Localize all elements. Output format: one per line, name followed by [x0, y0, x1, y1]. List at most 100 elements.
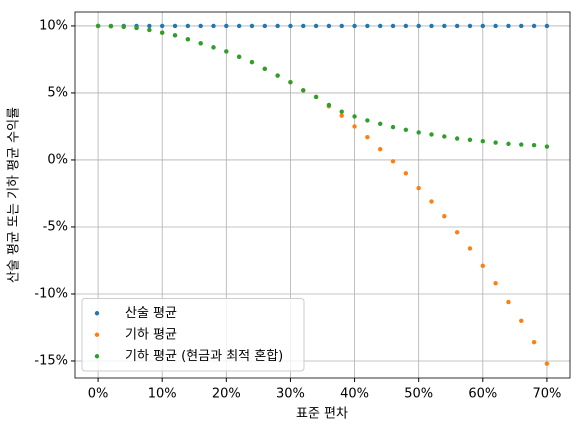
point	[403, 171, 409, 176]
x-tick-label: 30%	[276, 387, 305, 402]
point	[365, 23, 370, 29]
point	[429, 23, 434, 29]
y-tick-label: 10%	[39, 18, 68, 33]
point	[185, 23, 191, 29]
point	[403, 127, 409, 133]
point	[442, 214, 447, 219]
point	[288, 23, 293, 29]
point	[390, 124, 396, 130]
point	[429, 132, 434, 137]
point	[275, 23, 280, 29]
x-tick-label: 70%	[532, 387, 561, 402]
point	[416, 185, 421, 191]
point	[416, 23, 421, 29]
point	[352, 23, 357, 29]
point	[301, 88, 306, 93]
point	[249, 23, 255, 29]
point	[262, 66, 267, 72]
point	[454, 23, 460, 29]
point	[275, 73, 280, 78]
x-axis-label: 표준 편차	[296, 407, 348, 422]
point	[95, 23, 101, 29]
point	[519, 23, 524, 29]
point	[108, 24, 114, 29]
point	[480, 263, 485, 269]
point	[467, 137, 473, 143]
point	[224, 23, 229, 29]
point	[211, 23, 216, 29]
point	[378, 147, 383, 152]
point	[519, 142, 524, 147]
point	[339, 109, 344, 114]
y-tick-label: 5%	[47, 85, 68, 100]
y-tick-label: 0%	[47, 152, 68, 167]
point	[442, 23, 447, 29]
point	[172, 33, 178, 38]
point	[454, 136, 460, 141]
point	[378, 121, 383, 126]
x-tick-label: 20%	[212, 387, 241, 402]
point	[365, 118, 370, 123]
point	[236, 54, 242, 59]
point	[339, 113, 344, 118]
y-tick-label: -5%	[43, 219, 68, 234]
point	[198, 41, 203, 46]
point	[480, 138, 485, 144]
x-tick-label: 40%	[340, 387, 369, 402]
legend-marker	[94, 311, 100, 316]
point	[390, 23, 396, 29]
legend-label: 기하 평균 (현금과 최적 혼합)	[125, 349, 283, 364]
x-tick-label: 60%	[468, 387, 497, 402]
point	[198, 23, 203, 29]
point	[249, 59, 255, 65]
point	[544, 361, 550, 366]
point	[147, 27, 152, 33]
point	[262, 23, 267, 29]
y-axis-label: 산술 평균 또는 기하 평균 수익률	[7, 107, 22, 283]
point	[121, 24, 126, 30]
point	[467, 23, 473, 29]
legend-label: 기하 평균	[125, 327, 177, 342]
point	[493, 281, 498, 286]
legend-marker	[94, 354, 100, 359]
point	[429, 199, 434, 204]
point	[313, 94, 319, 100]
point	[147, 23, 152, 29]
point	[480, 23, 485, 29]
plot-frame	[74, 11, 571, 379]
point	[390, 159, 396, 164]
legend-box	[81, 298, 305, 372]
y-tick-label: -15%	[34, 353, 68, 368]
point	[313, 23, 319, 29]
point	[160, 30, 165, 35]
point	[326, 23, 332, 29]
point	[493, 140, 498, 145]
x-tick-label: 0%	[88, 387, 109, 402]
point	[531, 23, 537, 29]
point	[506, 141, 511, 147]
x-tick-label: 50%	[404, 387, 433, 402]
point	[531, 340, 537, 345]
point	[442, 134, 447, 139]
legend-label: 산술 평균	[125, 306, 177, 321]
point	[352, 124, 357, 129]
point	[493, 23, 498, 29]
point	[467, 246, 473, 251]
point	[326, 102, 332, 108]
point	[172, 23, 178, 29]
point	[365, 134, 370, 140]
point	[531, 143, 537, 148]
x-tick-label: 10%	[148, 387, 177, 402]
point	[339, 23, 344, 29]
point	[211, 45, 216, 50]
point	[236, 23, 242, 29]
point	[506, 299, 511, 305]
point	[544, 23, 550, 29]
point	[185, 37, 191, 42]
point	[352, 114, 357, 119]
point	[403, 23, 409, 29]
point	[301, 23, 306, 29]
point	[544, 144, 550, 149]
